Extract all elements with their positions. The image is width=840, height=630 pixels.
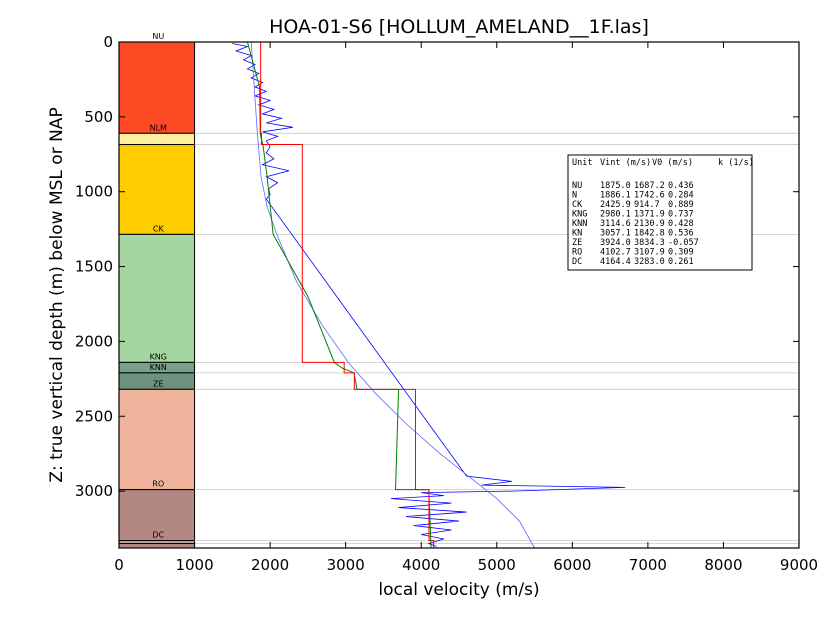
formation-label: ZE [153,379,164,388]
y-axis-label: Z: true vertical depth (m) below MSL or … [47,107,67,482]
legend-row-cell: -0.057 [668,238,699,248]
legend-row-cell: 1875.0 [600,181,631,191]
x-tick-label: 2000 [251,556,289,574]
x-axis-label: local velocity (m/s) [378,580,539,600]
formation-band-ze [118,388,196,491]
legend-row-cell: 1371.9 [634,210,665,220]
formation-label: NLM [150,123,167,132]
legend-row-cell: DC [572,257,582,267]
legend-row-cell: 0.428 [668,219,694,229]
x-tick-label: 4000 [402,556,440,574]
formation-band-n [118,132,196,146]
legend-row-cell: 0.284 [668,191,694,201]
legend-row-cell: CK [572,200,583,210]
legend-row-cell: 0.436 [668,181,694,191]
formation-band-ro [118,489,196,542]
legend-row-cell: 2980.1 [600,210,631,220]
legend-row-cell: 3924.0 [600,238,631,248]
x-tick-label: 7000 [629,556,667,574]
x-tick-label: 5000 [478,556,516,574]
formation-label: NU [152,32,164,41]
legend-row-cell: NU [572,181,582,191]
legend-header-cell: k (1/s) [718,158,754,168]
legend-row-cell: 1687.2 [634,181,665,191]
legend-row-cell: 1742.6 [634,191,665,201]
x-axis-ticks: 0 1000 2000 3000 4000 5000 6000 7000 8000 9000 [114,42,818,574]
legend-row-cell: KN [572,229,582,239]
formation-band-nu [118,41,196,134]
series-group [232,41,626,549]
legend-row-cell: RO [572,248,582,258]
y-axis-ticks: 0 500 1000 1500 2000 2500 3000 [75,33,799,500]
legend-row-cell: 0.889 [668,200,694,210]
x-tick-label: 1000 [175,556,213,574]
legend-row-cell: 0.737 [668,210,694,220]
legend-row-cell: 1886.1 [600,191,631,201]
legend-header-cell: Vint (m/s) [600,158,651,168]
formation-bands: NU NLM CK KNG KNN ZE RO DC [118,32,196,549]
legend-row-cell: 1842.8 [634,229,665,239]
legend-row-cell: 914.7 [634,200,660,210]
legend-box [567,154,753,271]
y-tick-label: 3000 [75,482,113,500]
series-sonic-log [232,43,626,547]
formation-label: DC [152,531,164,540]
chart-title: HOA-01-S6 [HOLLUM_AMELAND__1F.las] [269,16,649,38]
legend-row-cell: 2130.9 [634,219,665,229]
series-interval-velocity [260,42,435,548]
formation-label: KNN [150,363,167,372]
y-tick-label: 1500 [75,258,113,276]
legend-row-cell: 3283.0 [634,257,665,267]
y-tick-label: 0 [103,33,113,51]
series-regional-curve [250,41,535,549]
y-tick-label: 2500 [75,407,113,425]
x-tick-label: 6000 [553,556,591,574]
formation-band-dc2 [118,543,196,549]
y-tick-label: 2000 [75,332,113,350]
y-tick-label: 500 [84,108,113,126]
x-tick-label: 0 [114,556,124,574]
formation-label: RO [152,480,164,489]
legend-row-cell: 0.536 [668,229,694,239]
legend-row-cell: 0.261 [668,257,694,267]
legend-row-cell: 3107.9 [634,248,665,258]
y-tick-label: 1000 [75,183,113,201]
formation-label: KNG [150,352,167,361]
legend-header-cell: Unit [572,158,592,168]
formation-band-ck [118,144,196,235]
legend-row-cell: 3114.6 [600,219,631,229]
legend-header-cell: V0 (m/s) [652,158,693,168]
legend-row-cell: 3834.3 [634,238,665,248]
x-tick-label: 9000 [780,556,818,574]
legend-row-cell: 3057.1 [600,229,631,239]
legend-row-cell: KNN [572,219,587,229]
legend-row-cell: 4102.7 [600,248,631,258]
plot-frame [118,41,800,549]
legend: Unit Vint (m/s) V0 (m/s) k (1/s) NU 1875.0 168… [567,154,754,271]
legend-row-cell: N [572,191,577,201]
series-v0k-model [246,41,432,549]
legend-row-cell: 2425.9 [600,200,631,210]
formation-label: CK [153,224,165,233]
legend-row-cell: 0.309 [668,248,694,258]
x-tick-label: 8000 [704,556,742,574]
legend-row-cell: ZE [572,238,582,248]
legend-row-cell: KNG [572,210,587,220]
formation-band-ck2 [118,233,196,363]
legend-row-cell: 4164.4 [600,257,631,267]
x-tick-label: 3000 [327,556,365,574]
